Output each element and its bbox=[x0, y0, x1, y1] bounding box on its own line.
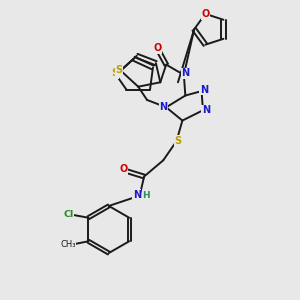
Text: O: O bbox=[119, 164, 128, 174]
Text: N: N bbox=[159, 102, 167, 112]
Text: O: O bbox=[201, 9, 209, 19]
Text: N: N bbox=[200, 85, 208, 94]
Text: S: S bbox=[174, 136, 182, 146]
Text: O: O bbox=[153, 44, 161, 53]
Text: CH₃: CH₃ bbox=[61, 240, 76, 249]
Text: N: N bbox=[202, 105, 210, 115]
Text: H: H bbox=[142, 191, 150, 200]
Text: N: N bbox=[133, 190, 141, 200]
Text: Cl: Cl bbox=[64, 210, 74, 219]
Text: N: N bbox=[181, 68, 189, 78]
Text: S: S bbox=[111, 68, 118, 78]
Text: S: S bbox=[116, 65, 123, 76]
